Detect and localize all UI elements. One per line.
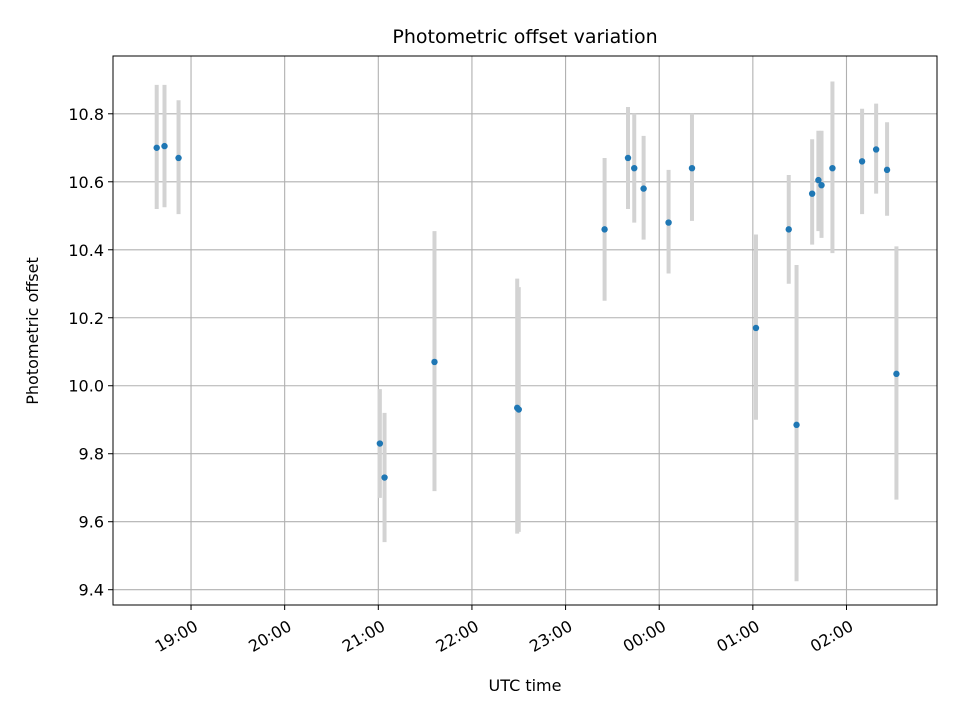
y-tick-label: 10.8 — [68, 105, 104, 124]
y-tick-label: 10.4 — [68, 241, 104, 260]
y-tick-label: 9.6 — [79, 513, 104, 532]
y-axis-title: Photometric offset — [23, 257, 42, 405]
data-point — [752, 324, 760, 332]
y-tick-label: 10.6 — [68, 173, 104, 192]
data-point — [818, 181, 825, 189]
grid — [113, 56, 937, 605]
data-point — [872, 146, 880, 153]
data-point — [376, 440, 384, 447]
chart-title: Photometric offset variation — [392, 26, 657, 48]
y-tick-label: 9.4 — [79, 581, 104, 600]
data-point — [431, 358, 438, 366]
data-point — [893, 370, 900, 378]
data-point — [161, 142, 168, 150]
plot-area-background — [113, 56, 937, 605]
y-tick-label: 9.8 — [79, 445, 104, 464]
data-point — [631, 164, 638, 172]
y-tick-label: 10.0 — [68, 377, 104, 396]
data-point — [624, 154, 632, 162]
data-point — [793, 421, 800, 429]
data-point — [883, 166, 891, 174]
data-point — [858, 158, 866, 165]
x-axis-title: UTC time — [489, 676, 562, 695]
data-point — [808, 190, 816, 197]
data-point — [601, 226, 608, 233]
data-point — [815, 176, 822, 184]
data-point — [688, 164, 696, 172]
data-point — [829, 164, 836, 172]
data-point — [175, 154, 182, 162]
plot-frame — [112, 55, 938, 606]
data-point — [153, 144, 160, 151]
data-points — [153, 142, 900, 481]
data-point — [785, 226, 792, 233]
data-point — [515, 406, 522, 413]
data-point — [381, 474, 388, 481]
data-point — [640, 185, 647, 192]
y-axis: 9.4 9.6 9.8 10.0 10.2 10.4 10.6 10.8 — [68, 105, 113, 600]
y-tick-label: 10.2 — [68, 309, 104, 328]
data-point — [665, 219, 672, 226]
